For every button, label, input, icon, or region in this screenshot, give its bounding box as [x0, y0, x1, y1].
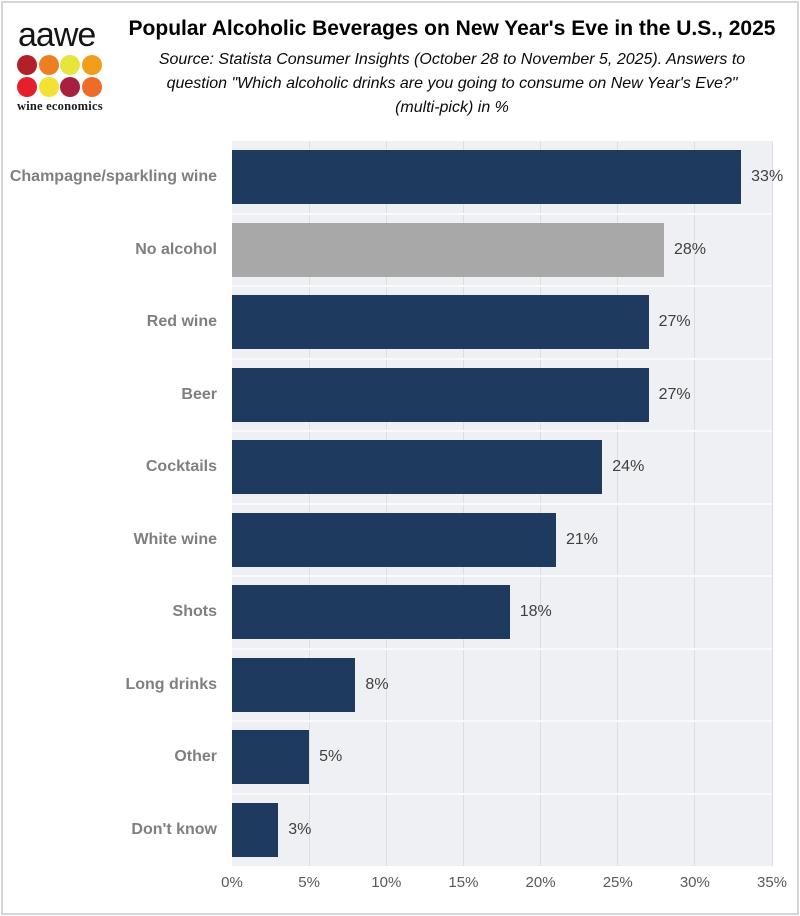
logo-dot	[60, 76, 80, 97]
chart-subtitle: Source: Statista Consumer Insights (Octo…	[112, 48, 792, 120]
logo-dot	[81, 55, 102, 75]
category-label: White wine	[133, 530, 217, 548]
subtitle-line: Source: Statista Consumer Insights (Octo…	[158, 51, 746, 69]
gridline-horizontal	[232, 647, 772, 650]
value-label: 18%	[519, 603, 552, 621]
logo-dot	[38, 55, 59, 75]
logo-dot	[81, 76, 102, 97]
gridline-horizontal	[232, 720, 772, 722]
bar-no-alcohol	[232, 222, 664, 277]
gridline-horizontal	[232, 430, 772, 432]
logo-dot	[17, 76, 37, 97]
gridline-horizontal	[232, 792, 772, 795]
x-axis: 0% 5% 10% 15% 20% 25% 30% 35%	[221, 874, 787, 896]
gridline-horizontal	[232, 357, 772, 360]
bar-other	[232, 730, 310, 785]
category-label: Cocktails	[145, 458, 217, 476]
bar-cocktails	[232, 440, 603, 495]
value-label: 8%	[365, 675, 389, 693]
logo-dot	[38, 76, 59, 97]
aawe-logo: aawe wine economics	[17, 18, 109, 114]
value-label: 21%	[566, 530, 599, 548]
x-axis-tick: 15%	[448, 874, 479, 891]
value-label: 3%	[288, 820, 312, 838]
category-label: Don't know	[131, 820, 217, 838]
value-label: 24%	[612, 458, 645, 476]
subtitle-line: (multi-pick) in %	[395, 99, 509, 117]
value-label: 28%	[674, 240, 707, 258]
gridline-horizontal	[232, 212, 772, 215]
logo-dots	[17, 55, 109, 97]
bar-white-wine	[232, 512, 556, 567]
gridline-horizontal	[232, 575, 772, 577]
category-label: No alcohol	[135, 240, 217, 258]
value-label: 27%	[658, 385, 691, 403]
chart-title: Popular Alcoholic Beverages on New Year'…	[128, 17, 776, 40]
category-label: Other	[174, 748, 217, 766]
category-label: Beer	[181, 385, 217, 403]
subtitle-line: question "Which alcoholic drinks are you…	[166, 75, 738, 93]
x-axis-tick: 5%	[298, 874, 320, 891]
value-label: 33%	[751, 168, 784, 186]
header: aawe wine economics Popular Alcoholic Be…	[0, 0, 800, 130]
bar-champagne-sparkling-wine	[232, 150, 742, 205]
bar-red-wine	[232, 295, 649, 350]
logo-dot	[17, 55, 37, 75]
x-axis-tick: 35%	[756, 874, 788, 891]
category-label: Long drinks	[125, 675, 217, 693]
category-label: Red wine	[146, 313, 217, 331]
x-axis-tick: 25%	[602, 874, 633, 891]
category-label: Champagne/sparkling wine	[9, 168, 217, 186]
title-block: Popular Alcoholic Beverages on New Year'…	[112, 16, 792, 120]
bar-shots	[232, 585, 510, 640]
x-axis-tick: 10%	[371, 874, 402, 891]
value-label: 5%	[319, 748, 343, 766]
category-labels: Champagne/sparkling wine No alcohol Red wi…	[0, 141, 217, 866]
x-axis-tick: 20%	[525, 874, 556, 891]
bar-don-t-know	[232, 802, 279, 857]
x-axis-tick: 0%	[221, 874, 243, 891]
gridline-horizontal	[232, 285, 772, 287]
gridline-horizontal	[232, 502, 772, 505]
bar-long-drinks	[232, 657, 356, 712]
bar-beer	[232, 367, 649, 422]
x-axis-tick: 30%	[679, 874, 710, 891]
gridline-vertical	[771, 141, 773, 866]
logo-dot	[60, 55, 80, 75]
value-label: 27%	[658, 313, 691, 331]
logo-tagline: wine economics	[17, 98, 103, 113]
category-label: Shots	[172, 603, 217, 621]
logo-wordmark: aawe	[18, 16, 96, 54]
plot-area: 33% 28% 27% 27% 24% 21% 18% 8% 5% 3%	[232, 141, 783, 866]
